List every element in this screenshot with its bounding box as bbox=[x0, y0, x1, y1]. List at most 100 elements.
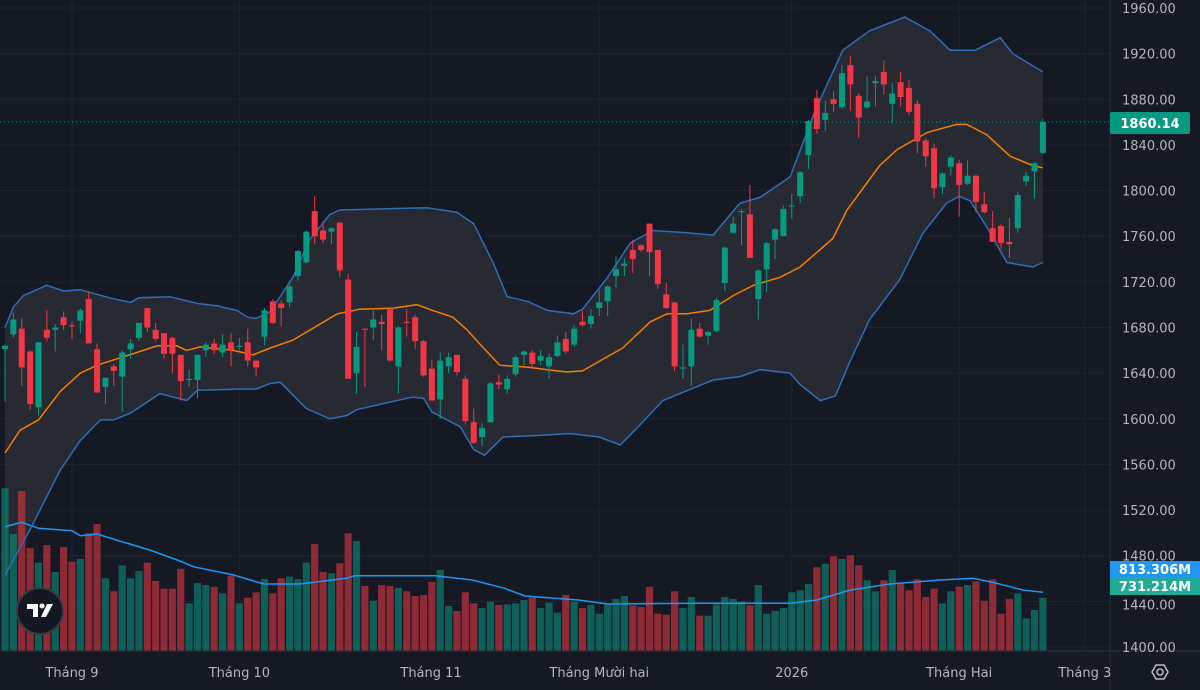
candle bbox=[102, 377, 109, 404]
candle-body bbox=[244, 342, 251, 361]
candle-body bbox=[110, 366, 117, 371]
volume-bar bbox=[294, 579, 302, 651]
time-axis[interactable]: Tháng 9 Tháng 10 Tháng 11 Tháng Mười hai 202… bbox=[44, 666, 1111, 681]
candle bbox=[864, 76, 871, 109]
candle-body bbox=[236, 345, 243, 347]
candle bbox=[437, 352, 444, 419]
candle bbox=[211, 338, 218, 354]
tradingview-logo[interactable] bbox=[16, 587, 64, 635]
volume-bar bbox=[880, 580, 888, 651]
candle-body bbox=[905, 87, 912, 112]
candle bbox=[989, 211, 996, 242]
volume-bar bbox=[671, 591, 679, 651]
candle-body bbox=[537, 356, 544, 361]
volume-bar bbox=[486, 601, 495, 651]
candle bbox=[1014, 191, 1021, 233]
bollinger-lower bbox=[4, 195, 1044, 576]
candle-body bbox=[18, 328, 25, 368]
volume-bar bbox=[369, 600, 377, 651]
candle-body bbox=[621, 263, 628, 266]
candle bbox=[998, 223, 1005, 249]
candle-body bbox=[512, 357, 519, 375]
candle bbox=[696, 322, 703, 338]
candle bbox=[939, 172, 946, 194]
candle bbox=[387, 308, 394, 362]
candle bbox=[278, 300, 285, 327]
candle bbox=[194, 354, 201, 399]
candle bbox=[830, 91, 837, 112]
volume-bar bbox=[319, 572, 327, 651]
candle bbox=[914, 100, 921, 153]
candle-body bbox=[177, 354, 184, 382]
candle bbox=[596, 289, 603, 317]
candle-body bbox=[152, 329, 159, 339]
candle-body bbox=[847, 65, 854, 85]
candle-body bbox=[813, 98, 820, 129]
candle bbox=[671, 302, 678, 371]
price-tick-label: 1640.00 bbox=[1122, 367, 1176, 382]
candle-body bbox=[328, 228, 335, 232]
price-tick-label: 1520.00 bbox=[1122, 504, 1176, 519]
candle-body bbox=[721, 247, 728, 283]
volume-bar bbox=[888, 569, 896, 651]
volume-bar bbox=[76, 559, 84, 651]
price-tick-label: 1880.00 bbox=[1122, 93, 1176, 108]
volume-bar bbox=[997, 613, 1005, 651]
volume-bar bbox=[871, 591, 880, 651]
candle bbox=[361, 328, 368, 387]
candle bbox=[412, 314, 419, 350]
candle-body bbox=[654, 249, 661, 285]
candle bbox=[713, 297, 720, 333]
price-tick-label: 1400.00 bbox=[1122, 641, 1176, 656]
time-tick-label: Tháng 9 bbox=[44, 666, 98, 681]
candle bbox=[2, 344, 8, 402]
candle bbox=[646, 223, 653, 277]
candle-body bbox=[311, 211, 318, 237]
candle-body bbox=[445, 357, 452, 367]
candle-body bbox=[428, 368, 435, 401]
candle bbox=[956, 159, 963, 217]
volume-bar bbox=[59, 547, 68, 651]
volume-ma-line bbox=[4, 521, 1043, 605]
candle-body bbox=[102, 377, 109, 387]
volume-bar bbox=[938, 603, 947, 651]
bollinger-fill bbox=[5, 17, 1043, 576]
candle bbox=[345, 273, 352, 379]
volume-bar bbox=[855, 565, 863, 651]
candle bbox=[244, 328, 251, 367]
volume-bar bbox=[135, 571, 143, 651]
volume-bar bbox=[453, 610, 461, 651]
candle-body bbox=[1039, 121, 1046, 153]
volume-bar bbox=[629, 605, 637, 651]
volume-bar bbox=[1005, 598, 1013, 651]
volume-bar bbox=[478, 608, 486, 651]
settings-icon[interactable] bbox=[1151, 664, 1169, 680]
candle-body bbox=[320, 230, 327, 240]
price-tick-label: 1480.00 bbox=[1122, 550, 1176, 565]
candle bbox=[320, 221, 327, 244]
candle-body bbox=[261, 310, 268, 337]
price-axis[interactable]: 1960.00 1920.00 1880.00 1840.00 1800.00 1760.… bbox=[1122, 2, 1176, 656]
candle-body bbox=[922, 140, 929, 157]
candle-body bbox=[939, 173, 946, 188]
candle bbox=[604, 285, 611, 317]
candle bbox=[294, 249, 301, 281]
candle bbox=[161, 333, 168, 359]
candle bbox=[579, 310, 586, 327]
candle-body bbox=[705, 332, 712, 336]
candle-body bbox=[370, 319, 377, 328]
candle bbox=[487, 382, 494, 423]
candle bbox=[788, 193, 795, 220]
candle bbox=[730, 216, 737, 233]
candle-body bbox=[872, 81, 879, 84]
last-price-tag: 1860.14 bbox=[1110, 112, 1190, 134]
candle-body bbox=[746, 214, 753, 258]
candle-body bbox=[303, 231, 310, 263]
volume-bar bbox=[202, 585, 210, 651]
candle bbox=[60, 311, 67, 330]
candle-body bbox=[1023, 175, 1030, 182]
price-tick-label: 1840.00 bbox=[1122, 139, 1176, 154]
volume-bar bbox=[754, 585, 762, 651]
candle-body bbox=[839, 73, 845, 108]
